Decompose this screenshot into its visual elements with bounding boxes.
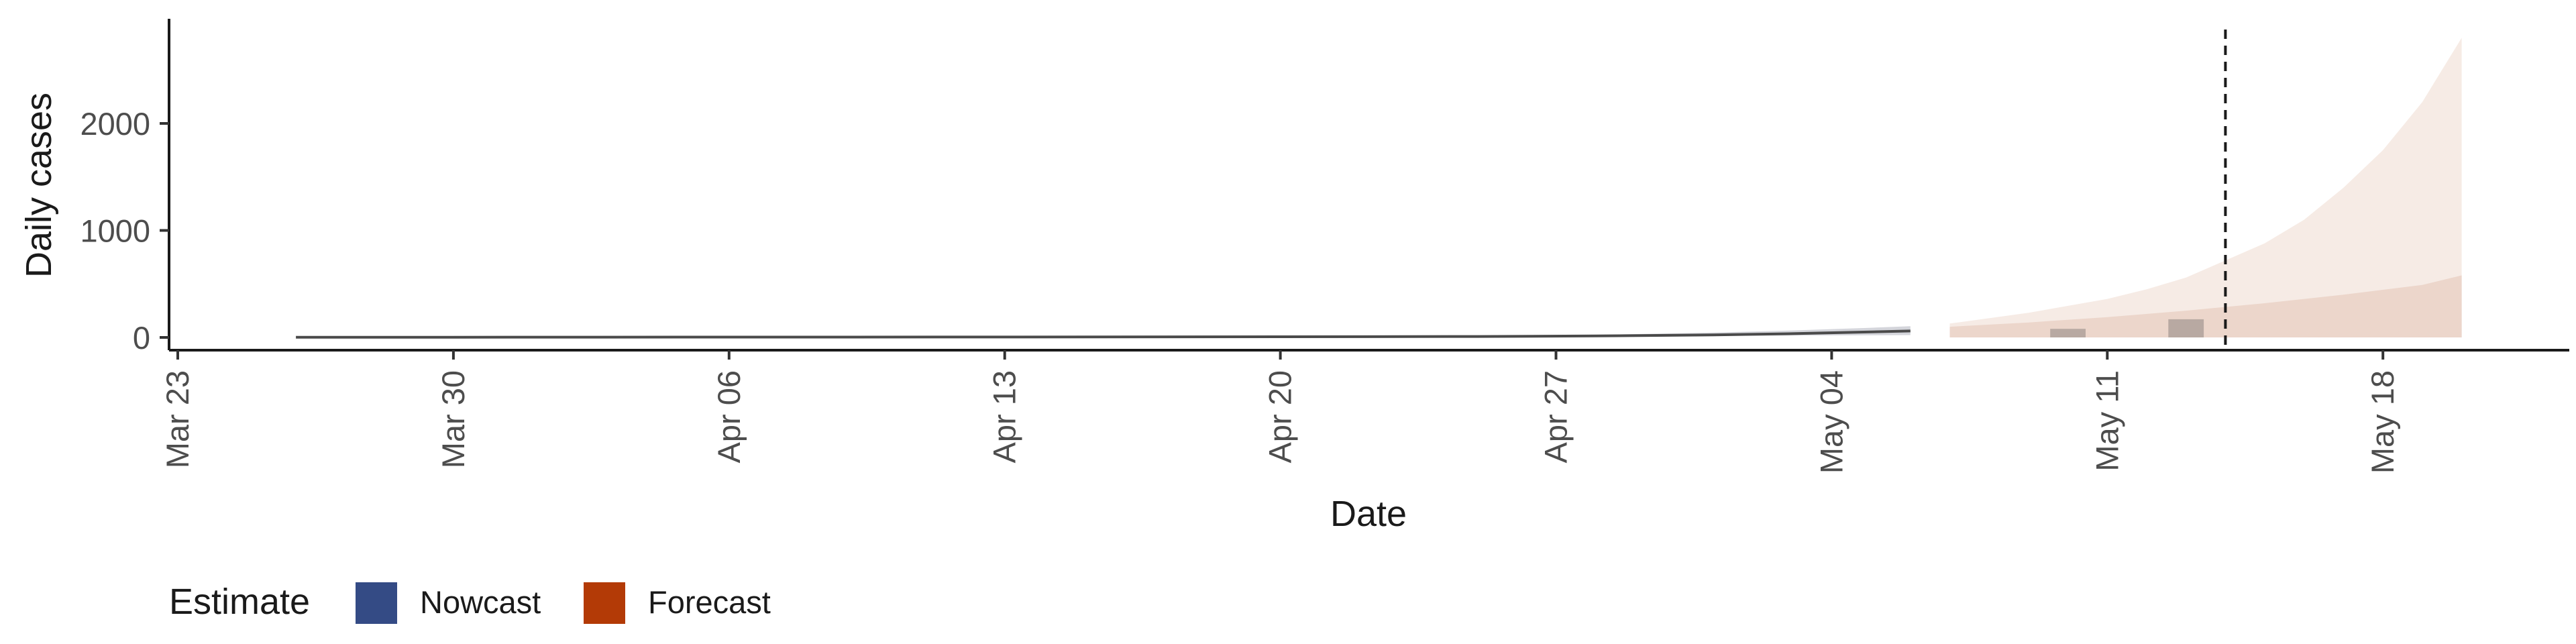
forecast-outer-band-layer (1949, 38, 2462, 338)
legend-key-nowcast (356, 582, 397, 624)
forecast-inner-band-layer (1949, 275, 2462, 337)
y-axis-title: Daily cases (19, 93, 59, 278)
legend-label-forecast: Forecast (648, 584, 771, 620)
y-tick-layer: 0 1000 2000 (80, 106, 169, 356)
observed-cases-layer (2050, 319, 2204, 337)
observed-case-bar (2050, 329, 2086, 337)
legend: Estimate Nowcast Forecast (169, 582, 771, 624)
x-axis-title: Date (1330, 494, 1407, 534)
y-tick-label: 0 (133, 320, 150, 356)
x-tick-label: Mar 30 (435, 370, 471, 468)
x-tick-label: Mar 23 (160, 370, 195, 468)
x-tick-layer: Mar 23 Mar 30 Apr 06 Apr 13 Apr 20 Apr 27 May … (160, 350, 2400, 474)
x-tick-label: Apr 27 (1538, 370, 1574, 463)
forecast-inner-band (1949, 275, 2462, 337)
x-tick-label: May 18 (2365, 370, 2400, 474)
x-tick-label: Apr 06 (711, 370, 747, 463)
legend-title: Estimate (169, 582, 310, 622)
x-tick-label: Apr 13 (987, 370, 1022, 463)
x-tick-label: May 04 (1813, 370, 1849, 474)
x-tick-label: Apr 20 (1263, 370, 1298, 463)
x-tick-label: May 11 (2089, 370, 2125, 472)
forecast-outer-band (1949, 38, 2462, 338)
y-tick-label: 2000 (80, 106, 150, 142)
legend-key-forecast (584, 582, 625, 624)
estimate-line-layer (296, 329, 1911, 339)
legend-label-nowcast: Nowcast (420, 584, 541, 620)
estimate-line (296, 329, 1911, 339)
observed-case-bar (2168, 319, 2204, 337)
y-tick-label: 1000 (80, 213, 150, 249)
